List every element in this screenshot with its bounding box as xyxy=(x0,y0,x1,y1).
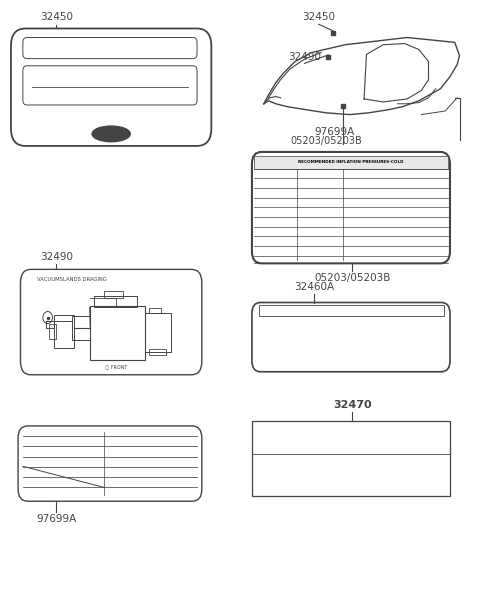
Text: RECOMMENDED INFLATION PRESSURES-COLD: RECOMMENDED INFLATION PRESSURES-COLD xyxy=(298,160,404,164)
Text: 32460A: 32460A xyxy=(294,282,334,292)
Bar xyxy=(149,349,166,355)
Text: 32450: 32450 xyxy=(40,13,73,22)
Text: ○ FRONT: ○ FRONT xyxy=(105,364,127,369)
Bar xyxy=(144,313,171,352)
Text: 97699A: 97699A xyxy=(314,128,354,137)
Bar xyxy=(54,315,74,348)
Bar xyxy=(72,316,90,340)
Bar xyxy=(259,305,444,316)
Bar xyxy=(252,421,450,497)
Bar xyxy=(90,306,144,360)
Text: 32450: 32450 xyxy=(302,13,335,22)
Bar xyxy=(49,324,56,339)
Bar xyxy=(254,155,447,169)
Text: 32470: 32470 xyxy=(333,400,372,410)
Text: 05203/05203B: 05203/05203B xyxy=(314,273,390,283)
Text: VACUUMSLANDS DRAGING: VACUUMSLANDS DRAGING xyxy=(37,276,107,281)
Text: 32490: 32490 xyxy=(40,252,73,261)
Bar xyxy=(95,296,137,307)
Text: 05203/05203B: 05203/05203B xyxy=(290,136,362,146)
Bar xyxy=(104,291,123,298)
Ellipse shape xyxy=(92,126,130,142)
Text: 97699A: 97699A xyxy=(36,514,76,525)
Text: 32490: 32490 xyxy=(288,51,321,62)
Bar xyxy=(149,308,161,313)
